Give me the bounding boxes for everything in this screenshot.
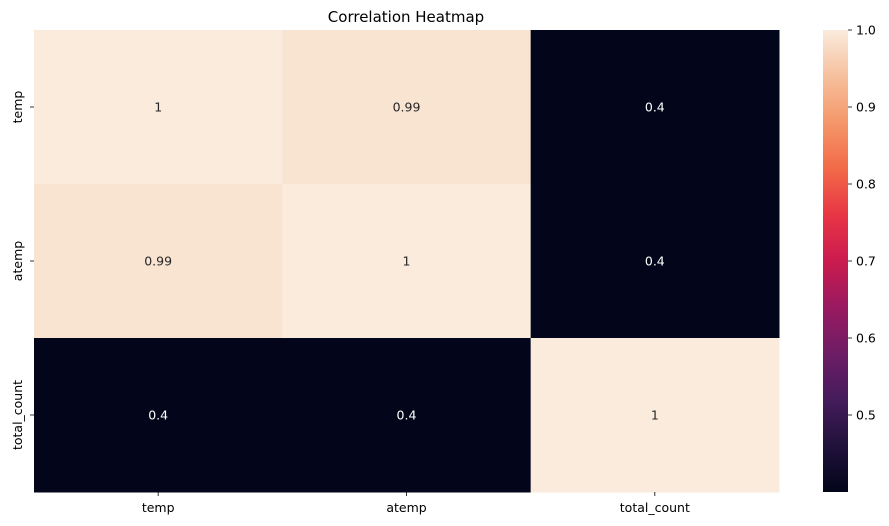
cell-value-label: 1 <box>403 254 411 269</box>
x-tick-label: total_count <box>620 500 690 515</box>
heatmap-cell <box>282 338 532 493</box>
heatmap-cell <box>282 30 532 185</box>
cell-value-label: 0.4 <box>645 100 665 115</box>
colorbar-tick-label: 0.6 <box>856 331 876 346</box>
cell-value-label: 0.99 <box>144 254 172 269</box>
heatmap-cell <box>34 184 283 339</box>
y-tick-label: atemp <box>10 241 25 281</box>
colorbar-tick-label: 0.7 <box>856 254 876 269</box>
heatmap-cell <box>34 338 283 493</box>
colorbar-axis: 0.5 0.6 0.7 0.8 0.9 1.0 <box>848 23 876 423</box>
heatmap-cell <box>530 30 780 185</box>
y-tick-label: total_count <box>10 380 25 450</box>
colorbar <box>823 30 848 492</box>
heatmap-cells: 1 0.99 0.4 0.99 1 0.4 0.4 0.4 1 <box>34 30 780 493</box>
x-axis: temp atemp total_count <box>142 492 690 515</box>
colorbar-tick-label: 0.9 <box>856 100 876 115</box>
chart-title: Correlation Heatmap <box>328 8 484 26</box>
colorbar-tick-label: 1.0 <box>856 23 876 38</box>
x-tick-label: temp <box>142 500 175 515</box>
y-tick-label: temp <box>10 91 25 124</box>
cell-value-label: 1 <box>154 100 162 115</box>
heatmap-cell <box>530 184 780 339</box>
cell-value-label: 0.4 <box>645 254 665 269</box>
cell-value-label: 1 <box>651 408 659 423</box>
cell-value-label: 0.4 <box>148 408 168 423</box>
colorbar-tick-label: 0.5 <box>856 408 876 423</box>
heatmap-cell <box>34 30 283 185</box>
x-tick-label: atemp <box>386 500 426 515</box>
colorbar-tick-label: 0.8 <box>856 177 876 192</box>
heatmap-cell <box>282 184 532 339</box>
cell-value-label: 0.4 <box>397 408 417 423</box>
y-axis: temp atemp total_count <box>10 91 34 450</box>
heatmap-cell <box>530 338 780 493</box>
cell-value-label: 0.99 <box>393 100 421 115</box>
